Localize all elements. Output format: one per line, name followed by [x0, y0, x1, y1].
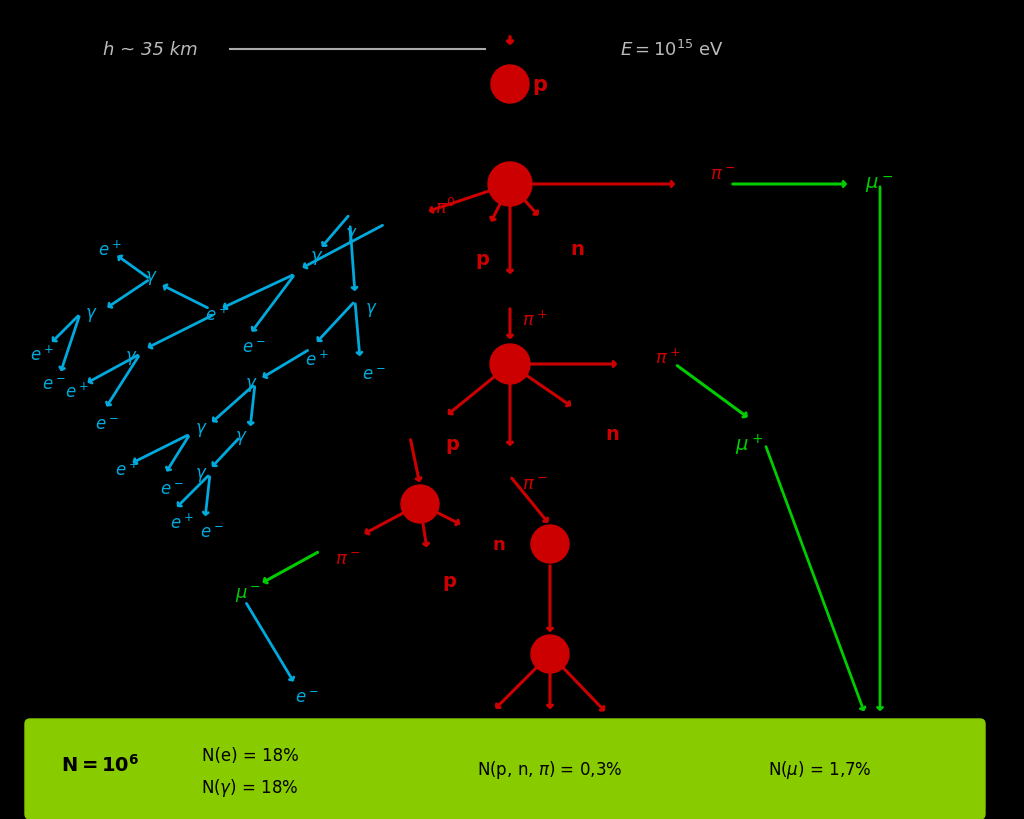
Text: N(e) = 18%: N(e) = 18%: [202, 747, 298, 765]
Text: $e^+$: $e^+$: [170, 513, 194, 532]
Text: $\gamma$: $\gamma$: [125, 349, 137, 367]
Text: $e^+$: $e^+$: [98, 240, 122, 260]
Text: $\pi^-$: $\pi^-$: [335, 550, 360, 568]
Text: $e^-$: $e^-$: [242, 338, 266, 356]
Text: p: p: [445, 435, 459, 454]
Text: $\mu^-$: $\mu^-$: [234, 584, 261, 604]
Text: p: p: [442, 572, 456, 590]
Text: $E = 10^{15}$ eV: $E = 10^{15}$ eV: [620, 40, 724, 60]
Text: $\gamma$: $\gamma$: [345, 226, 357, 244]
Text: $e^-$: $e^-$: [160, 481, 184, 499]
Text: $e^-$: $e^-$: [95, 415, 119, 433]
Text: $\gamma$: $\gamma$: [85, 305, 97, 324]
Text: $\pi^0$: $\pi^0$: [435, 197, 456, 218]
Text: $e^-$: $e^-$: [200, 523, 224, 541]
Text: $\pi^-$: $\pi^-$: [710, 165, 735, 183]
Circle shape: [531, 636, 569, 673]
Text: $\mu^-$: $\mu^-$: [865, 174, 893, 195]
Text: n: n: [628, 731, 642, 750]
Text: $\pi^+$: $\pi^+$: [655, 348, 680, 367]
Text: n: n: [605, 425, 618, 444]
Text: $e^+$: $e^+$: [115, 459, 139, 479]
Text: $e^+$: $e^+$: [65, 382, 89, 401]
Text: p: p: [475, 250, 488, 269]
Circle shape: [401, 486, 439, 523]
Text: $\gamma$: $\gamma$: [195, 420, 208, 438]
Text: N(p, n, $\pi$) = 0,3%: N(p, n, $\pi$) = 0,3%: [477, 758, 623, 780]
Text: $e^+$: $e^+$: [205, 305, 228, 324]
FancyBboxPatch shape: [25, 719, 985, 819]
Text: $e^-$: $e^-$: [295, 688, 318, 706]
Text: $\gamma$: $\gamma$: [310, 249, 324, 267]
Circle shape: [490, 66, 529, 104]
Circle shape: [488, 163, 532, 206]
Text: $\pi^+$: $\pi^+$: [522, 310, 548, 329]
Text: $e^-$: $e^-$: [42, 376, 66, 393]
Text: $e^-$: $e^-$: [362, 365, 386, 383]
Text: $e^+$: $e^+$: [305, 350, 329, 369]
Text: N($\gamma$) = 18%: N($\gamma$) = 18%: [201, 776, 299, 798]
Text: $\mu^+$: $\mu^+$: [735, 432, 763, 457]
Circle shape: [490, 345, 530, 385]
Text: $e^+$: $e^+$: [30, 345, 54, 364]
Text: $\gamma$: $\gamma$: [234, 428, 248, 446]
Text: $\gamma$: $\gamma$: [245, 376, 258, 393]
Text: $\gamma$: $\gamma$: [365, 301, 378, 319]
Text: $\gamma$: $\gamma$: [145, 269, 158, 287]
Text: $\gamma$: $\gamma$: [195, 465, 208, 483]
Text: p: p: [472, 730, 485, 749]
Text: N($\mu$) = 1,7%: N($\mu$) = 1,7%: [768, 758, 871, 780]
Text: h ~ 35 km: h ~ 35 km: [102, 41, 198, 59]
Text: n: n: [570, 240, 584, 259]
Text: $\pi^-$: $\pi^-$: [552, 735, 578, 753]
Text: $\pi^-$: $\pi^-$: [522, 475, 548, 493]
Text: $\mathbf{N = 10^6}$: $\mathbf{N = 10^6}$: [60, 753, 139, 775]
Text: n: n: [492, 536, 505, 554]
Text: p: p: [532, 75, 547, 95]
Circle shape: [531, 525, 569, 563]
